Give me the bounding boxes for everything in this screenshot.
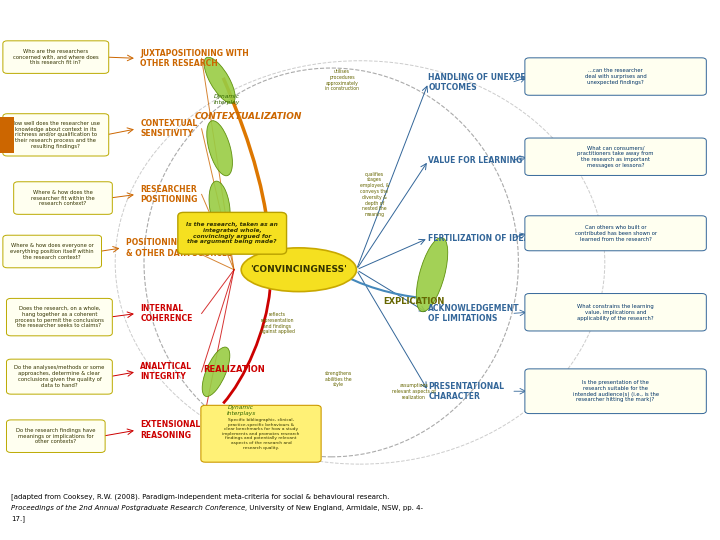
Text: conclusions
drawn to
perspectives
the research: conclusions drawn to perspectives the re… — [241, 215, 270, 237]
FancyBboxPatch shape — [525, 369, 706, 414]
Text: 17.]: 17.] — [11, 515, 24, 522]
Text: Where & how does everyone or
everything position itself within
the research cont: Where & how does everyone or everything … — [10, 243, 94, 260]
Text: strengthens
abilities the
style: strengthens abilities the style — [325, 371, 352, 387]
FancyBboxPatch shape — [525, 216, 706, 251]
Text: HANDLING OF UNEXPECTED
OUTCOMES: HANDLING OF UNEXPECTED OUTCOMES — [428, 73, 549, 92]
Text: How well does the researcher use
knowledge about context in its
richness and/or : How well does the researcher use knowled… — [12, 121, 100, 149]
Text: Is the presentation of the
research suitable for the
intended audience(s) (i.e.,: Is the presentation of the research suit… — [572, 380, 659, 402]
Text: Dynamic
Interplays: Dynamic Interplays — [227, 405, 256, 416]
FancyBboxPatch shape — [6, 420, 105, 453]
FancyBboxPatch shape — [525, 58, 706, 95]
Text: assumptions
relevant aspects of
realization: assumptions relevant aspects of realizat… — [392, 383, 436, 400]
FancyBboxPatch shape — [201, 406, 321, 462]
Text: Do the research findings have
meanings or implications for
other contexts?: Do the research findings have meanings o… — [16, 428, 96, 444]
Ellipse shape — [207, 120, 233, 176]
Text: RESEARCHER
POSITIONING: RESEARCHER POSITIONING — [140, 185, 198, 204]
Text: ANALYTICAL
INTEGRITY: ANALYTICAL INTEGRITY — [140, 362, 192, 381]
Text: Who are the researchers
concerned with, and where does
this research fit in?: Who are the researchers concerned with, … — [13, 49, 99, 65]
Text: Dynamic
Interplay: Dynamic Interplay — [214, 94, 240, 105]
FancyBboxPatch shape — [525, 294, 706, 331]
Text: Does the research, on a whole,
hang together as a coherent
process to permit the: Does the research, on a whole, hang toge… — [15, 306, 104, 328]
Text: reflects
representation
and findings
against applied: reflects representation and findings aga… — [260, 312, 294, 334]
Text: Specific bibliographic, clinical,
practice-specific behaviours &
clear benchmark: Specific bibliographic, clinical, practi… — [222, 418, 300, 450]
Text: VALUE FOR LEARNING: VALUE FOR LEARNING — [428, 156, 523, 165]
Ellipse shape — [202, 347, 230, 396]
Text: POSITIONING OF PARTICIPANTS
& OTHER DATA SOURCES: POSITIONING OF PARTICIPANTS & OTHER DATA… — [126, 238, 261, 258]
Text: JUXTAPOSITIONING WITH
OTHER RESEARCH: JUXTAPOSITIONING WITH OTHER RESEARCH — [140, 49, 249, 68]
Text: What can consumers/
practitioners take away from
the research as important
messa: What can consumers/ practitioners take a… — [577, 146, 654, 168]
Text: utilises
procedures
approximately
in construction: utilises procedures approximately in con… — [325, 69, 359, 91]
FancyBboxPatch shape — [14, 182, 112, 214]
Ellipse shape — [241, 248, 356, 292]
FancyBboxPatch shape — [6, 359, 112, 394]
Text: Can others who built or
contributed has been shown or
learned from the research?: Can others who built or contributed has … — [575, 225, 657, 241]
Text: 'CONVINCINGNESS': 'CONVINCINGNESS' — [251, 265, 347, 274]
FancyBboxPatch shape — [3, 114, 109, 156]
Ellipse shape — [416, 238, 448, 312]
Text: ...can the researcher
deal with surprises and
unexpected findings?: ...can the researcher deal with surprise… — [585, 68, 647, 85]
Ellipse shape — [209, 181, 230, 232]
Text: Is the research, taken as an
integrated whole,
convincingly argued for
the argum: Is the research, taken as an integrated … — [186, 222, 278, 245]
Bar — [0, 117, 14, 153]
Text: Do the analyses/methods or some
approaches, determine & clear
conclusions given : Do the analyses/methods or some approach… — [14, 366, 104, 388]
Text: EXTENSIONAL
REASONING: EXTENSIONAL REASONING — [140, 421, 201, 440]
Text: INTERNAL
COHERENCE: INTERNAL COHERENCE — [140, 304, 193, 323]
Text: FERTILIZATION OF IDEAS: FERTILIZATION OF IDEAS — [428, 234, 535, 242]
FancyBboxPatch shape — [525, 138, 706, 176]
Text: EXPLICATION: EXPLICATION — [383, 297, 445, 306]
Text: CONTEXTUAL
SENSITIVITY: CONTEXTUAL SENSITIVITY — [140, 119, 198, 138]
Ellipse shape — [204, 57, 235, 103]
Text: What constrains the learning
value, implications and
applicability of the resear: What constrains the learning value, impl… — [577, 304, 654, 321]
Text: Where & how does the
researcher fit within the
research context?: Where & how does the researcher fit with… — [31, 190, 95, 206]
Text: CONTEXTUALIZATION: CONTEXTUALIZATION — [194, 112, 302, 121]
Text: ACKNOWLEDGEMENT
OF LIMITATIONS: ACKNOWLEDGEMENT OF LIMITATIONS — [428, 304, 520, 323]
FancyBboxPatch shape — [6, 299, 112, 336]
Text: REALIZATION: REALIZATION — [203, 365, 265, 374]
Text: Proceedings of the 2nd Annual Postgraduate Research Conference,: Proceedings of the 2nd Annual Postgradua… — [11, 505, 247, 511]
FancyBboxPatch shape — [178, 212, 287, 254]
Text: [adapted from Cooksey, R.W. (2008). Paradigm-independent meta-criteria for socia: [adapted from Cooksey, R.W. (2008). Para… — [11, 492, 390, 500]
Text: PRESENTATIONAL
CHARACTER: PRESENTATIONAL CHARACTER — [428, 382, 505, 401]
FancyBboxPatch shape — [3, 41, 109, 73]
Text: University of New England, Armidale, NSW, pp. 4-: University of New England, Armidale, NSW… — [247, 505, 423, 511]
Text: qualifies
stages
employed, &
conveys the
diversity &
depth of
nested the
meaning: qualifies stages employed, & conveys the… — [360, 172, 389, 217]
FancyBboxPatch shape — [3, 235, 102, 268]
